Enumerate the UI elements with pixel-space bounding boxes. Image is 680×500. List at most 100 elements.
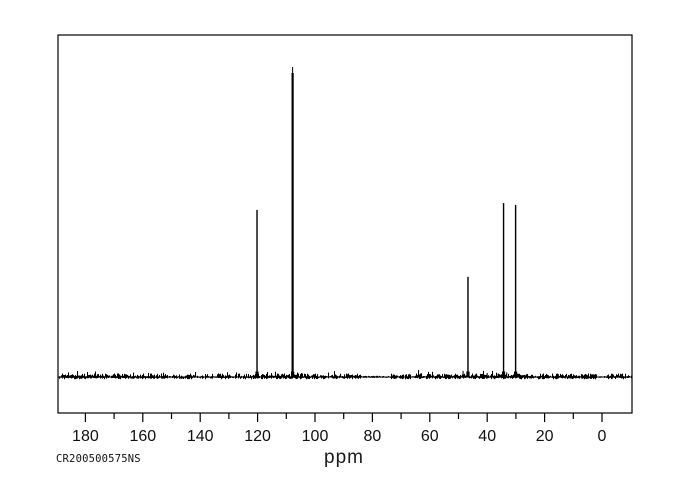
- baseline-noise: [363, 376, 365, 378]
- baseline-noise: [71, 374, 73, 379]
- baseline-noise: [547, 374, 549, 379]
- baseline-noise: [178, 376, 180, 378]
- baseline-noise: [75, 375, 77, 380]
- baseline-noise: [270, 375, 272, 378]
- baseline-noise: [630, 376, 632, 378]
- baseline-noise: [254, 375, 256, 379]
- baseline-noise: [416, 373, 418, 378]
- baseline-noise: [77, 370, 79, 379]
- baseline-noise: [625, 373, 627, 379]
- baseline-noise: [430, 374, 432, 378]
- baseline-noise: [267, 372, 269, 379]
- baseline-noise: [418, 370, 420, 378]
- baseline-noise: [289, 373, 291, 379]
- baseline-noise: [97, 374, 99, 379]
- baseline-noise: [509, 376, 511, 378]
- baseline-noise: [149, 376, 151, 379]
- baseline-noise: [343, 376, 345, 379]
- baseline-noise: [412, 376, 414, 378]
- baseline-noise: [197, 375, 199, 379]
- baseline-noise: [375, 376, 377, 378]
- x-axis-tick-label: 20: [536, 428, 554, 445]
- baseline-noise: [360, 374, 362, 379]
- baseline-noise: [121, 375, 123, 378]
- baseline-noise: [226, 375, 228, 379]
- baseline-noise: [346, 373, 348, 379]
- baseline-noise: [595, 374, 597, 380]
- baseline-noise: [578, 375, 580, 379]
- x-axis-tick-label: 120: [244, 428, 271, 445]
- baseline-noise: [137, 374, 139, 379]
- baseline-noise: [200, 376, 202, 379]
- baseline-noise: [265, 375, 267, 379]
- baseline-noise: [511, 374, 513, 378]
- baseline-noise: [262, 374, 264, 380]
- baseline-noise: [369, 376, 371, 378]
- baseline-noise: [620, 373, 622, 378]
- baseline-noise: [599, 376, 601, 378]
- baseline-noise: [473, 375, 475, 379]
- baseline-noise: [175, 376, 177, 379]
- baseline-noise: [601, 376, 603, 378]
- baseline-noise: [135, 375, 137, 378]
- baseline-noise: [106, 374, 108, 379]
- baseline-noise: [534, 376, 536, 378]
- baseline-noise: [324, 376, 326, 380]
- baseline-noise: [100, 374, 102, 379]
- baseline-noise: [224, 376, 226, 378]
- sample-id-label: CR200500575NS: [56, 453, 141, 465]
- baseline-noise: [592, 374, 594, 379]
- baseline-noise: [594, 374, 596, 379]
- baseline-noise: [474, 375, 476, 379]
- baseline-noise: [336, 375, 338, 380]
- baseline-noise: [136, 376, 138, 379]
- baseline-noise: [285, 375, 287, 380]
- baseline-noise: [436, 375, 438, 379]
- baseline-noise: [402, 374, 404, 380]
- baseline-noise: [214, 376, 216, 378]
- baseline-noise: [105, 373, 107, 378]
- baseline-noise: [199, 376, 201, 378]
- baseline-noise: [82, 373, 84, 379]
- baseline-noise: [525, 375, 527, 379]
- baseline-noise: [192, 376, 194, 379]
- baseline-noise: [276, 375, 278, 379]
- baseline-noise: [555, 375, 557, 379]
- baseline-noise: [335, 374, 337, 379]
- baseline-noise: [182, 376, 184, 379]
- baseline-noise: [516, 375, 518, 379]
- baseline-noise: [103, 375, 105, 378]
- baseline-noise: [560, 373, 562, 378]
- baseline-noise: [583, 375, 585, 379]
- baseline-noise: [310, 376, 312, 378]
- baseline-noise: [169, 376, 171, 378]
- baseline-noise: [326, 375, 328, 378]
- baseline-noise: [65, 374, 67, 378]
- baseline-noise: [624, 376, 626, 378]
- baseline-noise: [373, 375, 375, 378]
- baseline-noise: [328, 372, 330, 379]
- baseline-noise: [60, 376, 62, 378]
- spectrum-peak: [256, 209, 258, 377]
- baseline-noise: [334, 371, 336, 379]
- baseline-noise: [76, 375, 78, 379]
- baseline-noise: [91, 375, 93, 379]
- baseline-noise: [492, 370, 494, 378]
- baseline-noise: [72, 374, 74, 379]
- baseline-noise: [390, 376, 392, 378]
- baseline-noise: [213, 376, 215, 378]
- baseline-noise: [170, 376, 172, 378]
- baseline-noise: [264, 374, 266, 379]
- baseline-noise: [234, 376, 236, 378]
- baseline-noise: [172, 376, 174, 379]
- x-axis-tick-label: 80: [364, 428, 382, 445]
- baseline-noise: [139, 376, 141, 378]
- baseline-noise: [488, 375, 490, 379]
- baseline-noise: [455, 373, 457, 380]
- baseline-noise: [245, 376, 247, 380]
- x-axis-tick-label: 40: [478, 428, 496, 445]
- baseline-noise: [128, 375, 130, 379]
- baseline-noise: [581, 374, 583, 379]
- baseline-noise: [406, 374, 408, 379]
- baseline-noise: [536, 376, 538, 378]
